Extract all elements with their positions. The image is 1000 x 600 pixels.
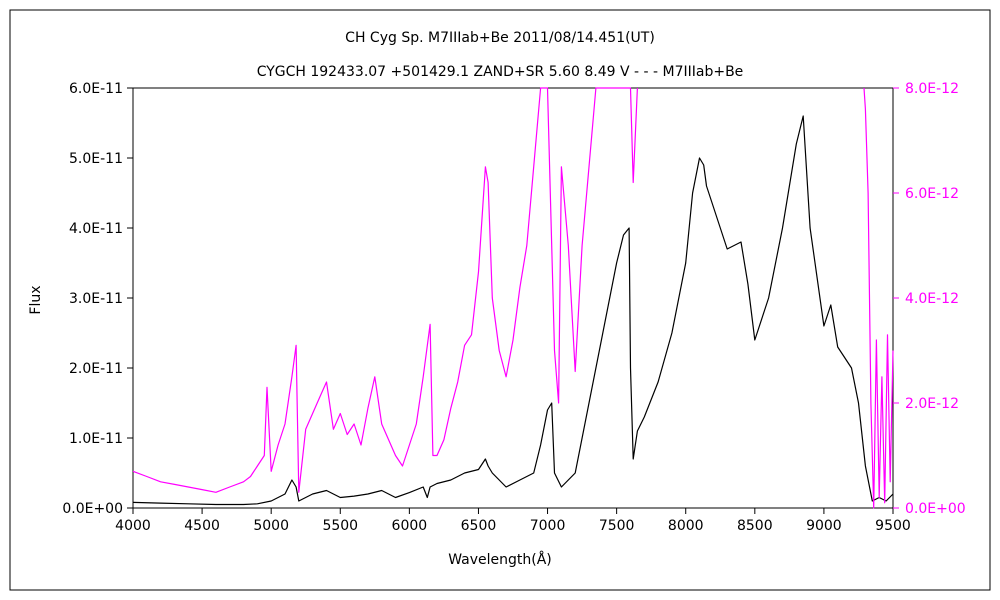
y-tick-label: 6.0E-11 [69, 81, 123, 97]
x-tick-label: 7000 [530, 518, 566, 534]
series-line-black [132, 115, 894, 506]
y-tick-label: 3.0E-11 [69, 291, 123, 307]
y-axis-label: Flux [28, 285, 44, 314]
y-tick-label: 5.0E-11 [69, 151, 123, 167]
chart-frame [9, 9, 991, 591]
y2-tick-label: 8.0E-12 [905, 81, 959, 97]
x-tick-label: 8000 [668, 518, 704, 534]
x-tick-label: 6500 [461, 518, 497, 534]
x-tick-label: 8500 [737, 518, 773, 534]
x-tick-label: 6000 [392, 518, 428, 534]
y-axis-left: 0.0E+00 1.0E-11 2.0E-11 3.0E-11 4.0E-11 5.0E-… [62, 81, 133, 517]
y2-tick-label: 0.0E+00 [905, 501, 966, 517]
series-line-magenta [863, 87, 894, 509]
y-tick-label: 4.0E-11 [69, 221, 123, 237]
y2-tick-label: 4.0E-12 [905, 291, 959, 307]
x-tick-label: 5000 [253, 518, 289, 534]
x-tick-label: 4500 [184, 518, 220, 534]
x-tick-label: 9000 [806, 518, 842, 534]
x-tick-label: 4000 [115, 518, 151, 534]
x-axis-label: Wavelength(Å) [448, 551, 552, 568]
x-tick-label: 7500 [599, 518, 635, 534]
y-tick-label: 0.0E+00 [62, 501, 123, 517]
series-line-magenta [132, 87, 638, 493]
series-layer [132, 87, 894, 509]
y-tick-label: 1.0E-11 [69, 431, 123, 447]
x-tick-label: 5500 [322, 518, 358, 534]
chart-title: CH Cyg Sp. M7IIIab+Be 2011/08/14.451(UT) [345, 30, 655, 46]
x-axis: 4000 4500 5000 5500 6000 6500 7000 7500 8000 8500… [115, 508, 911, 534]
chart-subtitle: CYGCH 192433.07 +501429.1 ZAND+SR 5.60 8… [257, 64, 744, 80]
x-tick-label: 9500 [875, 518, 911, 534]
y-tick-label: 2.0E-11 [69, 361, 123, 377]
y2-tick-label: 6.0E-12 [905, 186, 959, 202]
y2-tick-label: 2.0E-12 [905, 396, 959, 412]
y-axis-right: 0.0E+00 2.0E-12 4.0E-12 6.0E-12 8.0E-12 [893, 81, 966, 517]
